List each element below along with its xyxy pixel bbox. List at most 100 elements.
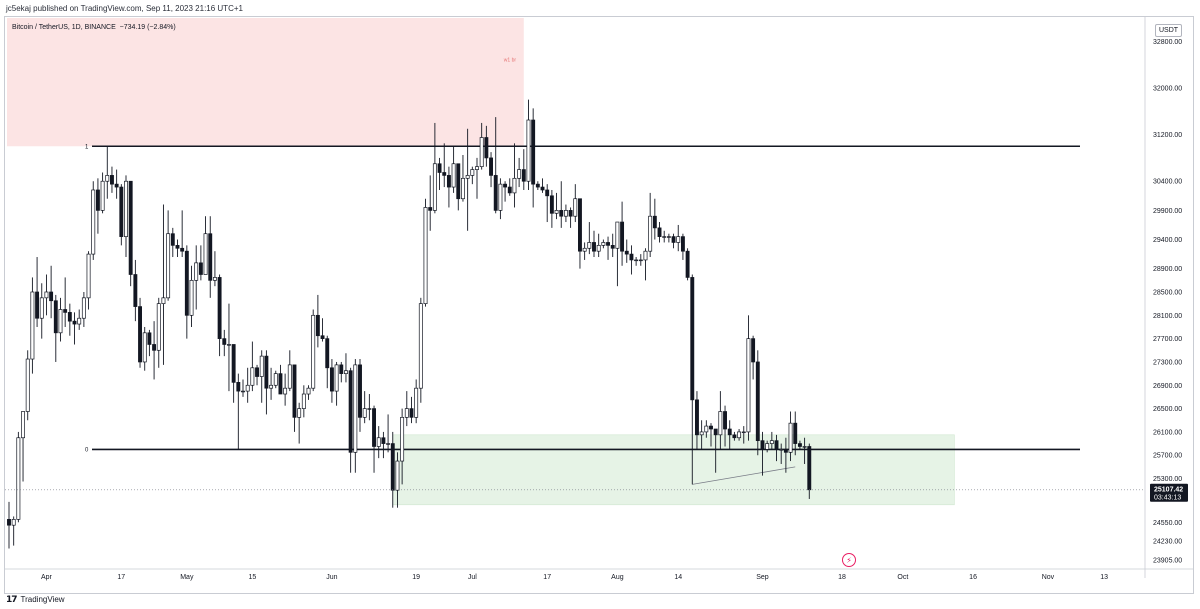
candle[interactable]	[446, 166, 451, 208]
candle[interactable]	[386, 414, 391, 453]
candle[interactable]	[250, 341, 255, 392]
candle[interactable]	[30, 277, 35, 374]
candle[interactable]	[362, 391, 367, 424]
candle[interactable]	[161, 204, 166, 365]
candle[interactable]	[638, 254, 643, 266]
candle[interactable]	[372, 405, 376, 473]
candle[interactable]	[755, 350, 760, 456]
candle[interactable]	[788, 411, 793, 462]
candle[interactable]	[264, 350, 269, 415]
candle[interactable]	[690, 274, 695, 485]
candle[interactable]	[325, 335, 330, 389]
candle[interactable]	[287, 350, 292, 392]
candle[interactable]	[138, 297, 142, 368]
candle[interactable]	[124, 175, 128, 258]
candle[interactable]	[540, 178, 545, 193]
candle[interactable]	[741, 426, 746, 444]
candle[interactable]	[119, 184, 124, 246]
candle[interactable]	[142, 326, 147, 371]
candle[interactable]	[517, 157, 522, 188]
candle[interactable]	[269, 367, 274, 400]
candle[interactable]	[685, 248, 690, 281]
candle[interactable]	[44, 274, 49, 316]
candle[interactable]	[423, 198, 428, 307]
candle[interactable]	[147, 329, 152, 357]
demand-zone[interactable]	[392, 434, 955, 506]
candle[interactable]	[283, 373, 288, 406]
candle[interactable]	[180, 210, 185, 258]
candle[interactable]	[432, 122, 437, 214]
candle[interactable]	[390, 431, 395, 508]
candle[interactable]	[470, 166, 475, 185]
candle[interactable]	[489, 152, 493, 188]
candle[interactable]	[222, 329, 227, 357]
candle[interactable]	[769, 431, 774, 450]
candle[interactable]	[802, 437, 807, 464]
candle[interactable]	[535, 181, 540, 190]
candle[interactable]	[774, 434, 779, 462]
candle[interactable]	[39, 283, 44, 339]
candle[interactable]	[86, 251, 91, 310]
candle[interactable]	[582, 242, 587, 260]
candle[interactable]	[409, 396, 414, 424]
candle[interactable]	[563, 204, 568, 223]
candle[interactable]	[573, 184, 578, 223]
candle[interactable]	[259, 350, 264, 403]
candle[interactable]	[629, 245, 634, 275]
candle[interactable]	[241, 379, 245, 397]
candle[interactable]	[531, 108, 536, 208]
candle[interactable]	[456, 163, 461, 211]
candle[interactable]	[152, 321, 157, 380]
candle[interactable]	[156, 297, 161, 368]
candle[interactable]	[128, 180, 133, 287]
candle[interactable]	[559, 181, 564, 228]
candle[interactable]	[367, 394, 372, 421]
candle[interactable]	[67, 303, 72, 336]
candle[interactable]	[105, 146, 110, 199]
candle[interactable]	[699, 420, 704, 450]
candle[interactable]	[765, 440, 770, 453]
candle[interactable]	[615, 221, 620, 287]
candle[interactable]	[344, 353, 348, 383]
candle[interactable]	[400, 408, 405, 485]
candle[interactable]	[709, 423, 713, 447]
candle[interactable]	[507, 178, 512, 196]
candle[interactable]	[418, 297, 423, 403]
candle[interactable]	[601, 239, 606, 249]
candle[interactable]	[498, 178, 503, 220]
candle[interactable]	[451, 146, 456, 193]
candle[interactable]	[339, 361, 344, 383]
candle[interactable]	[404, 391, 409, 427]
candle[interactable]	[620, 201, 625, 266]
candle[interactable]	[652, 198, 657, 240]
candle[interactable]	[245, 367, 250, 403]
candle[interactable]	[133, 259, 138, 322]
candle[interactable]	[198, 245, 203, 281]
candle[interactable]	[334, 361, 339, 406]
candle[interactable]	[166, 210, 171, 301]
candle[interactable]	[587, 222, 592, 255]
candle[interactable]	[231, 344, 236, 403]
candle[interactable]	[72, 312, 77, 345]
candle[interactable]	[662, 230, 667, 243]
candle[interactable]	[549, 189, 554, 228]
candle[interactable]	[479, 122, 484, 170]
candle[interactable]	[100, 172, 105, 214]
candle[interactable]	[727, 420, 732, 450]
bolt-icon[interactable]: ⚡	[842, 553, 856, 567]
candle[interactable]	[428, 175, 433, 231]
candle[interactable]	[648, 192, 653, 258]
candle[interactable]	[437, 157, 442, 190]
candle[interactable]	[713, 428, 718, 473]
candle[interactable]	[554, 192, 559, 220]
candle[interactable]	[503, 181, 508, 202]
candle[interactable]	[760, 431, 765, 476]
candle[interactable]	[606, 236, 610, 260]
candle[interactable]	[212, 251, 217, 287]
candle[interactable]	[311, 309, 316, 392]
candle[interactable]	[110, 166, 114, 193]
candle[interactable]	[49, 265, 54, 319]
candle[interactable]	[184, 245, 189, 339]
candle[interactable]	[680, 233, 685, 260]
